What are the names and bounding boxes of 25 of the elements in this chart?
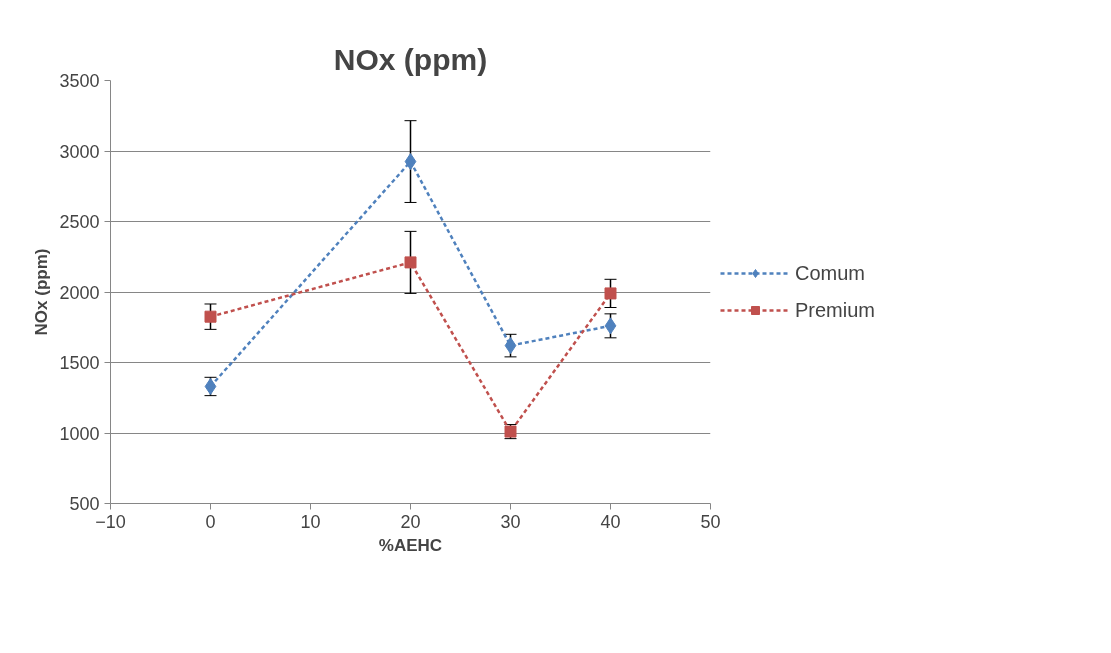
y-tick-label: 500 (69, 494, 100, 514)
point (204, 310, 217, 323)
x-tick-label: 10 (300, 511, 321, 532)
point (404, 153, 417, 171)
x-tick-label: 40 (600, 511, 621, 532)
point (604, 287, 617, 300)
y-tick-label: 3000 (59, 141, 100, 162)
x-axis-title: %AEHC (378, 535, 443, 555)
y-tick-label: 1500 (59, 353, 100, 373)
chart-title: NOx (ppm) (333, 42, 488, 76)
y-tick-label: 1000 (59, 423, 100, 444)
legend-label: Comum (795, 261, 866, 285)
x-tick-label: 0 (205, 511, 216, 532)
x-tick-label: 30 (500, 511, 521, 532)
y-tick-label: 2500 (59, 212, 100, 232)
point (504, 337, 517, 355)
y-tick-label: 2000 (59, 282, 100, 303)
y-tick-label: 3500 (59, 71, 100, 91)
x-tick-label: 50 (700, 511, 721, 532)
point (604, 317, 617, 335)
x-tick-label: 20 (400, 511, 421, 532)
x-tick-label: −10 (95, 511, 126, 532)
y-axis-title: NOx (ppm) (32, 248, 52, 336)
point (404, 256, 417, 269)
legend-label: Premium (795, 298, 876, 322)
